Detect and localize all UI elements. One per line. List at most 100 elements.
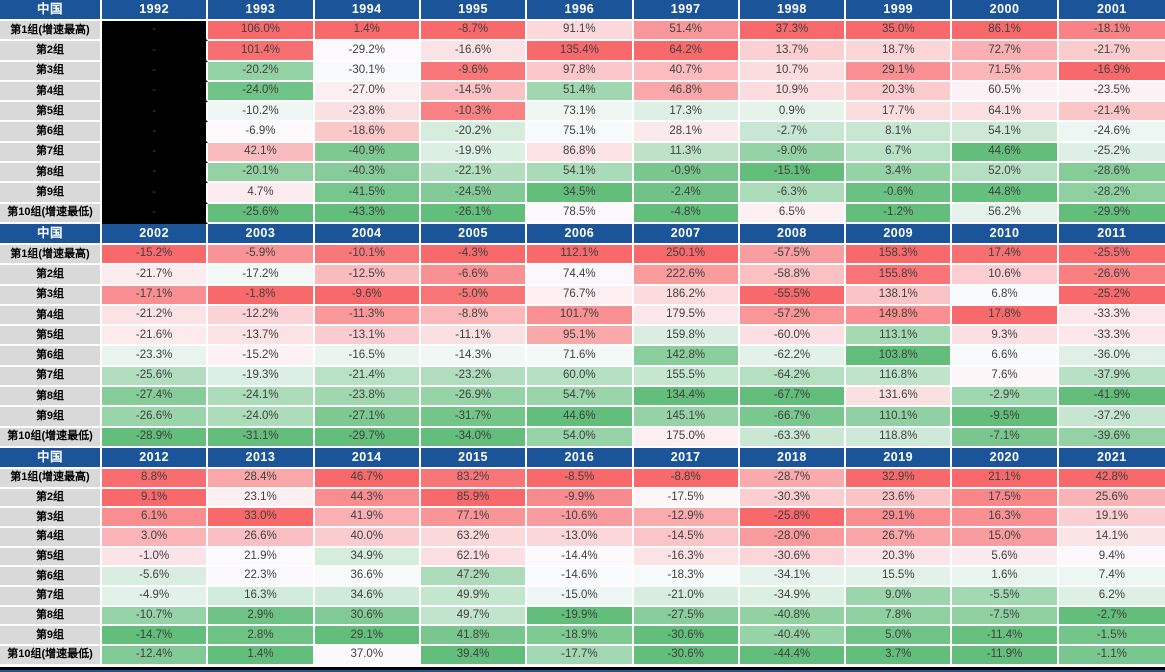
value-cell[interactable]: -	[102, 183, 209, 204]
value-cell[interactable]: -25.8%	[739, 508, 847, 528]
value-cell[interactable]: -16.6%	[420, 41, 528, 62]
value-cell[interactable]: -18.1%	[1058, 21, 1165, 42]
value-cell[interactable]: 74.4%	[527, 265, 634, 286]
year-header[interactable]: 1994	[314, 0, 421, 21]
value-cell[interactable]: 28.1%	[633, 122, 740, 143]
value-cell[interactable]: -23.2%	[420, 366, 528, 388]
value-cell[interactable]: -2.9%	[952, 387, 1059, 408]
value-cell[interactable]: 35.0%	[846, 21, 953, 42]
value-cell[interactable]: -23.8%	[314, 102, 421, 123]
value-cell[interactable]: -10.7%	[102, 606, 209, 627]
value-cell[interactable]: 97.8%	[527, 61, 634, 82]
value-cell[interactable]: -24.1%	[208, 387, 315, 408]
value-cell[interactable]: -7.5%	[952, 606, 1059, 627]
value-cell[interactable]: 21.1%	[952, 468, 1059, 489]
row-label[interactable]: 第10组(增速最低)	[0, 427, 102, 448]
value-cell[interactable]: 16.3%	[208, 587, 315, 607]
row-label[interactable]: 第4组	[0, 305, 102, 327]
row-label[interactable]: 第2组	[0, 41, 102, 62]
region-header-cell[interactable]: 中国	[0, 223, 102, 245]
value-cell[interactable]: -41.9%	[1058, 387, 1165, 408]
value-cell[interactable]: -26.6%	[1058, 265, 1165, 286]
value-cell[interactable]: -21.7%	[1058, 41, 1165, 62]
value-cell[interactable]: 33.0%	[208, 508, 315, 528]
value-cell[interactable]: 54.7%	[527, 387, 634, 408]
value-cell[interactable]: -	[102, 61, 209, 82]
value-cell[interactable]: 44.6%	[527, 407, 634, 428]
value-cell[interactable]: 158.3%	[846, 244, 953, 266]
value-cell[interactable]: -26.1%	[420, 203, 528, 224]
row-label[interactable]: 第4组	[0, 528, 102, 548]
value-cell[interactable]: 60.0%	[527, 366, 634, 388]
value-cell[interactable]: -14.7%	[102, 626, 209, 647]
value-cell[interactable]: -11.9%	[952, 646, 1059, 666]
value-cell[interactable]: -13.0%	[527, 528, 634, 548]
value-cell[interactable]: 17.8%	[952, 305, 1059, 327]
row-label[interactable]: 第6组	[0, 346, 102, 367]
value-cell[interactable]: -33.3%	[1058, 326, 1165, 347]
value-cell[interactable]: 51.4%	[527, 81, 634, 103]
value-cell[interactable]: 7.6%	[952, 366, 1059, 388]
value-cell[interactable]: 9.1%	[102, 488, 209, 509]
year-header[interactable]: 2011	[1058, 223, 1165, 245]
value-cell[interactable]: -30.6%	[739, 547, 847, 568]
row-label[interactable]: 第8组	[0, 606, 102, 627]
value-cell[interactable]: -20.2%	[420, 122, 528, 143]
value-cell[interactable]: 3.7%	[846, 646, 953, 666]
value-cell[interactable]: -1.8%	[208, 285, 315, 306]
year-header[interactable]: 2013	[208, 447, 315, 469]
value-cell[interactable]: -24.0%	[208, 407, 315, 428]
value-cell[interactable]: -16.9%	[1058, 61, 1165, 82]
year-header[interactable]: 2018	[739, 447, 847, 469]
value-cell[interactable]: 17.4%	[952, 244, 1059, 266]
value-cell[interactable]: -57.2%	[739, 305, 847, 327]
year-header[interactable]: 1993	[208, 0, 315, 21]
value-cell[interactable]: -	[102, 163, 209, 184]
value-cell[interactable]: 25.6%	[1058, 488, 1165, 509]
value-cell[interactable]: 40.7%	[633, 61, 740, 82]
value-cell[interactable]: 46.7%	[314, 468, 421, 489]
value-cell[interactable]: 42.8%	[1058, 468, 1165, 489]
value-cell[interactable]: -10.6%	[527, 508, 634, 528]
value-cell[interactable]: -28.9%	[102, 427, 209, 448]
value-cell[interactable]: 28.4%	[208, 468, 315, 489]
value-cell[interactable]: -12.9%	[633, 508, 740, 528]
value-cell[interactable]: -14.5%	[420, 81, 528, 103]
value-cell[interactable]: -66.7%	[739, 407, 847, 428]
row-label[interactable]: 第8组	[0, 387, 102, 408]
value-cell[interactable]: -1.2%	[846, 203, 953, 224]
value-cell[interactable]: -15.2%	[102, 244, 209, 266]
value-cell[interactable]: -14.3%	[420, 346, 528, 367]
value-cell[interactable]: 60.5%	[952, 81, 1059, 103]
value-cell[interactable]: 6.2%	[1058, 587, 1165, 607]
value-cell[interactable]: -5.9%	[208, 244, 315, 266]
value-cell[interactable]: 17.5%	[952, 488, 1059, 509]
value-cell[interactable]: -25.6%	[102, 366, 209, 388]
row-label[interactable]: 第4组	[0, 81, 102, 103]
value-cell[interactable]: -7.1%	[952, 427, 1059, 448]
value-cell[interactable]: -63.3%	[739, 427, 847, 448]
value-cell[interactable]: -21.4%	[314, 366, 421, 388]
value-cell[interactable]: 64.2%	[633, 41, 740, 62]
value-cell[interactable]: -62.2%	[739, 346, 847, 367]
value-cell[interactable]: 29.1%	[314, 626, 421, 647]
value-cell[interactable]: -0.6%	[846, 183, 953, 204]
value-cell[interactable]: -5.0%	[420, 285, 528, 306]
value-cell[interactable]: 149.8%	[846, 305, 953, 327]
value-cell[interactable]: -64.2%	[739, 366, 847, 388]
value-cell[interactable]: -27.1%	[314, 407, 421, 428]
value-cell[interactable]: 0.9%	[739, 102, 847, 123]
value-cell[interactable]: 16.3%	[952, 508, 1059, 528]
year-header[interactable]: 2012	[102, 447, 209, 469]
value-cell[interactable]: -28.6%	[1058, 163, 1165, 184]
value-cell[interactable]: -11.3%	[314, 305, 421, 327]
value-cell[interactable]: 62.1%	[420, 547, 528, 568]
value-cell[interactable]: -23.5%	[1058, 81, 1165, 103]
row-label[interactable]: 第9组	[0, 183, 102, 204]
year-header[interactable]: 2007	[633, 223, 740, 245]
year-header[interactable]: 2004	[314, 223, 421, 245]
value-cell[interactable]: -40.9%	[314, 142, 421, 164]
value-cell[interactable]: 250.1%	[633, 244, 740, 266]
value-cell[interactable]: 106.0%	[208, 21, 315, 42]
value-cell[interactable]: -25.5%	[1058, 244, 1165, 266]
